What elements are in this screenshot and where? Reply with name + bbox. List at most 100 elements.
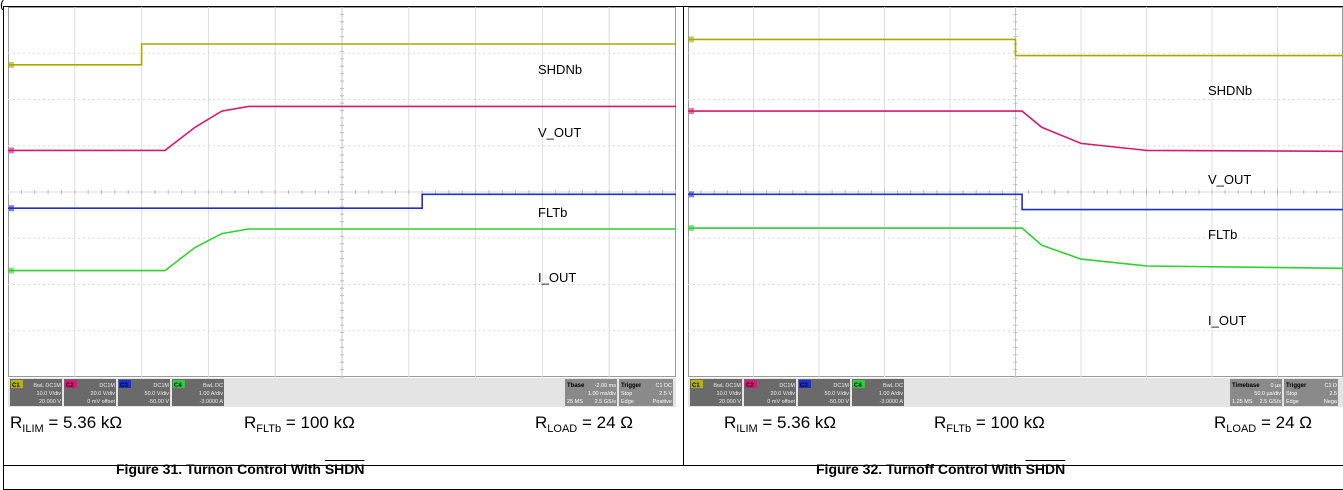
channel-offset: -3.0000 A: [879, 399, 903, 405]
timebase-samples: 1.25 MS: [1232, 399, 1253, 405]
trace-v-out: [8, 105, 676, 152]
trace-label-i-out: I_OUT: [1208, 313, 1246, 328]
channel-coupling: BwL DC1M: [713, 383, 741, 389]
channel-tag: C1: [12, 383, 20, 389]
channel-scale: 50.0 V/div: [825, 391, 850, 397]
trigger-level: 2.5 V: [659, 391, 672, 397]
channel-scale: 1.00 A/div: [199, 391, 223, 397]
trace-label-shdnb: SHDNb: [1208, 83, 1252, 98]
trigger-title: Trigger: [1286, 383, 1307, 389]
trace-label-v-out: V_OUT: [1208, 172, 1251, 187]
channel-tag: C4: [854, 383, 862, 389]
trigger-title: Trigger: [621, 383, 642, 389]
channel-scale: 1.00 A/div: [879, 391, 903, 397]
timebase-rate: 2.5 GS/s: [595, 399, 617, 405]
figure-caption: Figure 31. Turnon Control With SHDN: [116, 461, 365, 477]
trigger-level: 2.5: [1329, 391, 1337, 397]
channel-offset: -50.00 V: [148, 399, 169, 405]
channel-color-tag: [691, 380, 703, 388]
channel-marker: [689, 36, 694, 43]
channel-scale: 10.0 V/div: [37, 391, 62, 397]
timebase-scale: 1.00 ms/div: [588, 391, 616, 397]
channel-tag: C3: [120, 383, 128, 389]
status-bar: C1 BwL DC1M 10.0 V/div 20.000 V C2 DC1M 20.0 V…: [688, 378, 1343, 407]
channel-scale: 20.0 V/div: [91, 391, 116, 397]
channel-color-tag: [745, 380, 757, 388]
trace-fltb: [688, 193, 1343, 211]
timebase-box: [1230, 379, 1282, 406]
channel-marker: [9, 267, 14, 274]
oscilloscope-screen: SHDNb V_OUT FLTb I_OUT C1 BwL DC1M 10.0 V/div 2…: [8, 7, 676, 407]
trace-label-i-out: I_OUT: [538, 270, 576, 285]
param-r-fltb: RFLTb = 100 kΩ: [934, 413, 1045, 435]
channel-marker: [9, 147, 14, 154]
trigger-slope: Nega: [1324, 399, 1338, 405]
channel-offset: -50.00 V: [828, 399, 849, 405]
channel-coupling: BwL DC: [883, 383, 903, 389]
channel-coupling: DC1M: [99, 383, 115, 389]
trigger-box: [619, 379, 673, 406]
channel-tag: C4: [174, 383, 182, 389]
param-r-ilim: RILIM = 5.36 kΩ: [724, 413, 837, 435]
trace-fltb: [8, 193, 676, 209]
timebase-scale: 50.0 µs/div: [1254, 391, 1281, 397]
channel-color-tag: [11, 380, 23, 388]
timebase-title: Tbase: [567, 383, 585, 389]
top-text-fragment: (: [0, 0, 5, 10]
channel-tag: C1: [692, 383, 700, 389]
trace-label-v-out: V_OUT: [538, 125, 581, 140]
timebase-box: [565, 379, 617, 406]
channel-scale: 10.0 V/div: [717, 391, 742, 397]
trigger-source: C1 DC: [655, 383, 672, 389]
channel-offset: 20.000 V: [719, 399, 741, 405]
trace-i-out: [688, 227, 1343, 270]
channel-coupling: DC1M: [833, 383, 849, 389]
channel-coupling: BwL DC1M: [33, 383, 61, 389]
trigger-box: [1284, 379, 1338, 406]
trigger-type: Edge: [1286, 399, 1299, 405]
trigger-mode: Stop: [1286, 391, 1297, 397]
channel-color-tag: [853, 380, 865, 388]
param-r-fltb: RFLTb = 100 kΩ: [244, 413, 355, 435]
channel-coupling: DC1M: [779, 383, 795, 389]
channel-color-tag: [65, 380, 77, 388]
channel-tag: C3: [800, 383, 808, 389]
param-r-ilim: RILIM = 5.36 kΩ: [10, 413, 123, 435]
param-r-load: RLOAD = 24 Ω: [1214, 413, 1312, 435]
trigger-type: Edge: [621, 399, 634, 405]
timebase-rate: 2.5 GS/s: [1260, 399, 1282, 405]
figure-divider: [683, 6, 684, 465]
channel-color-tag: [173, 380, 185, 388]
channel-color-tag: [799, 380, 811, 388]
channel-scale: 20.0 V/div: [771, 391, 796, 397]
trace-label-shdnb: SHDNb: [538, 62, 582, 77]
channel-offset: -3.0000 A: [199, 399, 223, 405]
channel-coupling: DC1M: [153, 383, 169, 389]
channel-scale: 50.0 V/div: [145, 391, 170, 397]
trace-shdnb: [688, 38, 1343, 57]
graticule: [688, 7, 1343, 378]
timebase-delay: -2.00 ms: [595, 383, 617, 389]
trace-v-out: [688, 110, 1343, 153]
channel-marker: [9, 61, 14, 68]
channel-marker: [689, 225, 694, 232]
channel-offset: 0 mV offset: [767, 399, 795, 405]
trace-shdnb: [8, 43, 676, 66]
channel-marker: [689, 108, 694, 115]
trace-label-fltb: FLTb: [1208, 227, 1237, 242]
trigger-slope: Positive: [653, 399, 672, 405]
trigger-mode: Stop: [621, 391, 632, 397]
param-r-load: RLOAD = 24 Ω: [535, 413, 633, 435]
status-bar: C1 BwL DC1M 10.0 V/div 20.000 V C2 DC1M 20.0 V…: [8, 378, 676, 407]
trace-i-out: [8, 228, 676, 272]
channel-marker: [9, 205, 14, 212]
channel-color-tag: [119, 380, 131, 388]
channel-offset: 0 mV offset: [87, 399, 115, 405]
channel-marker: [689, 191, 694, 198]
channel-tag: C2: [66, 383, 74, 389]
oscilloscope-screen: SHDNb V_OUT FLTb I_OUT C1 BwL DC1M 10.0 V/div 2…: [688, 7, 1343, 407]
timebase-title: Timebase: [1232, 383, 1260, 389]
channel-coupling: BwL DC: [203, 383, 223, 389]
channel-offset: 20.000 V: [39, 399, 61, 405]
trace-label-fltb: FLTb: [538, 205, 567, 220]
